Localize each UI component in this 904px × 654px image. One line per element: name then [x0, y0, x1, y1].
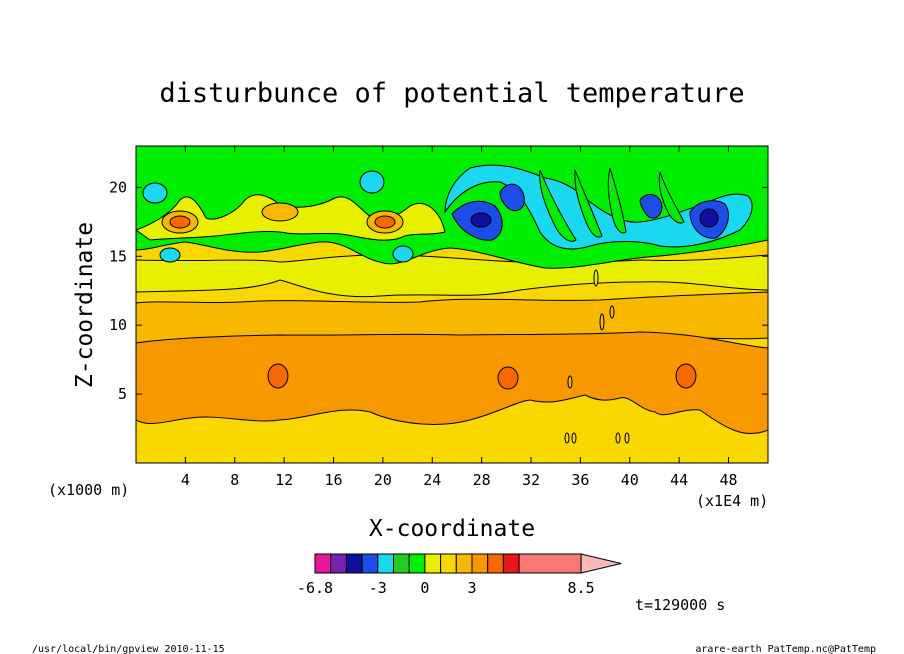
spot-dark-orange — [374, 215, 396, 229]
cell — [624, 432, 630, 444]
x-tick-label: 24 — [423, 471, 441, 489]
streak-green — [574, 169, 603, 238]
spot-dark-orange — [675, 363, 697, 389]
spot-orange — [261, 202, 299, 222]
colorbar-tick-label: -6.8 — [297, 579, 333, 597]
colorbar-segment — [487, 553, 504, 574]
y-tick-label: 5 — [118, 385, 127, 403]
x-tick-label: 8 — [230, 471, 239, 489]
band-level-3 — [136, 331, 768, 435]
spot-cyan — [359, 170, 385, 194]
x-tick-label: 28 — [473, 471, 491, 489]
y-tick-label: 10 — [109, 316, 127, 334]
colorbar-segment — [408, 553, 426, 574]
streak-green — [658, 171, 685, 224]
cell — [609, 305, 615, 319]
x-tick-label: 16 — [324, 471, 342, 489]
band-blue — [499, 183, 525, 212]
spot-cyan — [142, 182, 168, 204]
spot-navy — [470, 212, 492, 228]
spot-dark-orange — [267, 363, 289, 389]
x-tick-label: 32 — [522, 471, 540, 489]
colorbar-segment — [502, 553, 520, 574]
plot-area — [136, 146, 768, 463]
cell — [615, 432, 621, 444]
colorbar-segment — [377, 553, 394, 574]
y-axis-ticks: 5 10 15 20 — [109, 178, 768, 403]
cell — [567, 375, 573, 389]
chart-title: disturbunce of potential temperature — [159, 78, 744, 109]
band-level-1 — [136, 254, 768, 298]
colorbar-tick-label: 8.5 — [568, 579, 595, 597]
colorbar-segment — [455, 553, 473, 574]
x-tick-label: 40 — [621, 471, 639, 489]
colorbar-tick-label: -3 — [369, 579, 387, 597]
colorbar-segment — [361, 553, 379, 574]
x-axis-label: X-coordinate — [369, 516, 535, 542]
colorbar-segment — [314, 553, 332, 574]
footer-left: /usr/local/bin/gpview 2010-11-15 — [32, 644, 225, 654]
cell — [564, 432, 570, 444]
colorbar-segment — [471, 553, 489, 574]
x-tick-label: 36 — [571, 471, 589, 489]
y-tick-label: 15 — [109, 247, 127, 265]
streak-green — [607, 167, 627, 234]
x-tick-label: 12 — [275, 471, 293, 489]
colorbar-segment — [440, 553, 457, 574]
spot-dark-orange — [169, 215, 191, 229]
colorbar-tick-labels: -6.8 -3 0 3 8.5 — [297, 579, 595, 597]
colorbar — [314, 553, 622, 574]
x-tick-label: 44 — [670, 471, 688, 489]
colorbar-segment — [393, 553, 410, 574]
footer-right: arare-earth_PatTemp.nc@PatTemp — [695, 644, 876, 654]
y-axis-label: Z-coordinate — [72, 222, 98, 388]
colorbar-segment — [330, 553, 347, 574]
band-cyan — [444, 164, 753, 250]
colorbar-extension — [580, 553, 622, 574]
x-tick-label: 4 — [181, 471, 190, 489]
colorbar-tick-label: 0 — [420, 579, 429, 597]
spot-cyan — [159, 247, 181, 263]
x-unit-right: (x1E4 m) — [696, 492, 768, 510]
spot-dark-orange — [497, 366, 519, 390]
x-axis-ticks: 4 8 12 16 20 24 28 32 36 40 44 48 — [181, 146, 738, 489]
band-blue — [639, 193, 663, 219]
cell — [571, 432, 577, 444]
streak-green — [539, 169, 577, 242]
cell — [599, 313, 605, 331]
axes — [135, 145, 769, 464]
spot-navy — [699, 208, 719, 228]
cell — [593, 269, 599, 287]
x-unit-left: (x1000 m) — [48, 481, 129, 499]
colorbar-segment — [518, 553, 582, 574]
colorbar-tick-label: 3 — [467, 579, 476, 597]
colorbar-segment — [424, 553, 442, 574]
y-tick-label: 20 — [109, 178, 127, 196]
x-tick-label: 20 — [374, 471, 392, 489]
spot-cyan — [392, 245, 414, 263]
x-tick-label: 48 — [719, 471, 737, 489]
colorbar-segment — [345, 553, 363, 574]
time-annotation: t=129000 s — [635, 596, 725, 614]
